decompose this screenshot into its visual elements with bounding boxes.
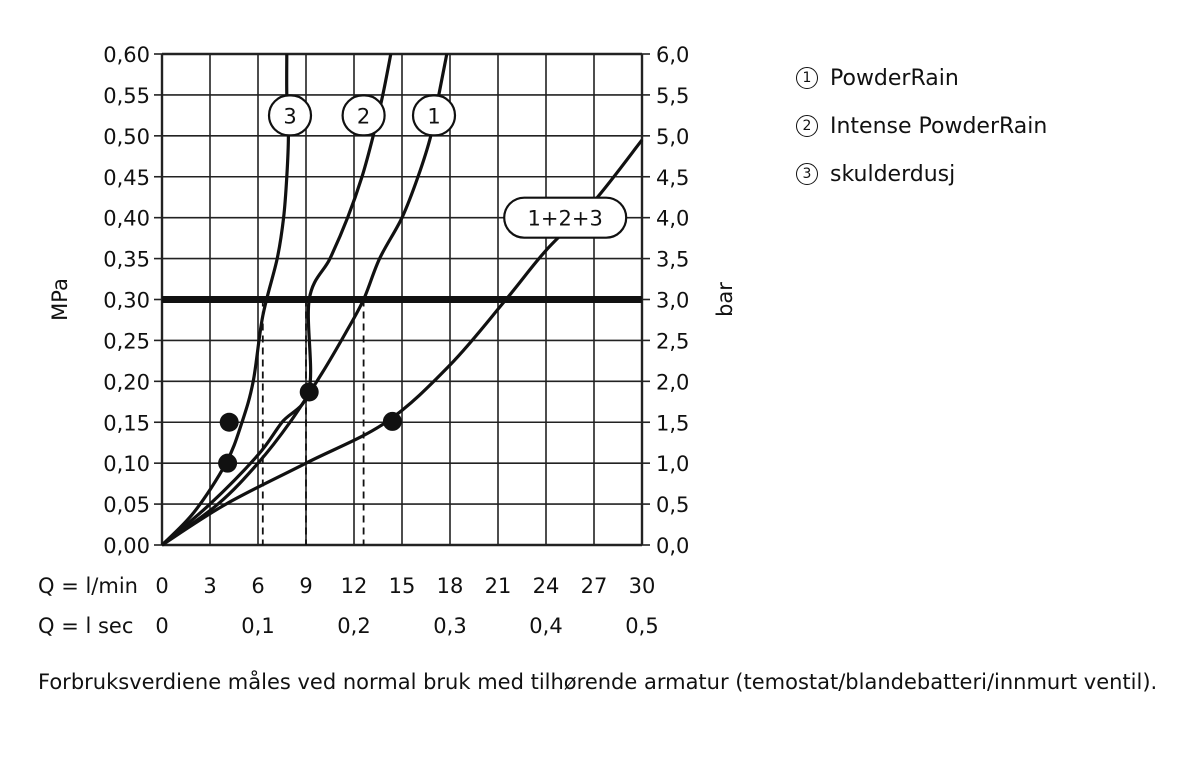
y-tick-label-right: 3,0	[656, 289, 689, 313]
y-tick-label-left: 0,35	[103, 248, 150, 272]
data-marker	[218, 453, 238, 473]
y-axis-label-right: bar	[713, 282, 737, 317]
y-tick-label-left: 0,50	[103, 125, 150, 149]
data-markers	[218, 382, 402, 473]
x-tick-label-lsec: 0	[155, 614, 168, 638]
x-tick-label-lmin: 30	[629, 574, 656, 598]
legend-item-3: 3 skulderdusj	[796, 150, 1047, 198]
y-tick-label-right: 2,0	[656, 370, 689, 394]
series-labels: 1 2 3 1+2+3	[267, 94, 628, 239]
series-label-1: 1	[427, 104, 440, 128]
footnote: Forbruksverdiene måles ved normal bruk m…	[38, 670, 1158, 694]
y-tick-label-left: 0,45	[103, 166, 150, 190]
x-tick-label-lmin: 0	[155, 574, 168, 598]
y-tick-label-left: 0,25	[103, 329, 150, 353]
series-label-bubble-1+2+3	[503, 196, 628, 239]
y-tick-label-left: 0,60	[103, 43, 150, 67]
legend-item-2: 2 Intense PowderRain	[796, 102, 1047, 150]
y-tick-label-right: 0,5	[656, 493, 689, 517]
y-tick-label-left: 0,10	[103, 452, 150, 476]
series-label-1+2+3: 1+2+3	[528, 207, 603, 231]
legend-label-2: Intense PowderRain	[830, 113, 1048, 139]
axis-labels: 0,000,050,100,150,200,250,300,350,400,45…	[38, 43, 737, 638]
series-label-bubble-1	[411, 94, 457, 137]
x-tick-label-lmin: 24	[533, 574, 560, 598]
x-tick-label-lmin: 3	[203, 574, 216, 598]
y-tick-label-left: 0,05	[103, 493, 150, 517]
x-tick-label-lsec: 0,4	[529, 614, 562, 638]
x-tick-label-lsec: 0,5	[625, 614, 658, 638]
y-axis-label-left: MPa	[48, 278, 72, 321]
y-tick-label-right: 6,0	[656, 43, 689, 67]
series-label-bubble-3	[267, 94, 313, 137]
x-tick-label-lmin: 9	[299, 574, 312, 598]
data-marker	[219, 412, 239, 432]
x-tick-label-lmin: 6	[251, 574, 264, 598]
x-tick-label-lmin: 27	[581, 574, 608, 598]
series-label-bubble-2	[341, 94, 386, 137]
x-tick-label-lsec: 0,3	[433, 614, 466, 638]
legend-number-1: 1	[796, 67, 818, 89]
y-tick-label-right: 5,0	[656, 125, 689, 149]
x-axis-label-lsec: Q = l sec	[38, 614, 133, 638]
y-tick-label-right: 0,0	[656, 534, 689, 558]
legend-number-2: 2	[796, 115, 818, 137]
legend: 1 PowderRain 2 Intense PowderRain 3 skul…	[796, 54, 1047, 198]
data-marker	[382, 411, 402, 431]
data-marker	[299, 382, 319, 402]
series-label-3: 3	[283, 104, 296, 128]
x-axis-label-lmin: Q = l/min	[38, 574, 138, 598]
y-tick-label-right: 5,5	[656, 84, 689, 108]
y-tick-label-left: 0,55	[103, 84, 150, 108]
x-tick-label-lsec: 0,1	[241, 614, 274, 638]
y-tick-label-left: 0,30	[103, 289, 150, 313]
legend-label-1: PowderRain	[830, 65, 959, 91]
y-tick-label-right: 1,5	[656, 411, 689, 435]
y-tick-label-right: 4,0	[656, 207, 689, 231]
y-tick-label-right: 2,5	[656, 329, 689, 353]
y-tick-label-right: 4,5	[656, 166, 689, 190]
legend-item-1: 1 PowderRain	[796, 54, 1047, 102]
y-tick-label-left: 0,00	[103, 534, 150, 558]
legend-label-3: skulderdusj	[830, 161, 956, 187]
x-tick-label-lmin: 15	[389, 574, 416, 598]
y-tick-label-left: 0,20	[103, 370, 150, 394]
x-tick-label-lmin: 21	[485, 574, 512, 598]
drop-lines	[261, 299, 365, 545]
x-tick-label-lsec: 0,2	[337, 614, 370, 638]
y-tick-label-right: 3,5	[656, 248, 689, 272]
y-tick-label-left: 0,15	[103, 411, 150, 435]
x-tick-label-lmin: 12	[341, 574, 368, 598]
y-tick-label-left: 0,40	[103, 207, 150, 231]
series-line-2	[160, 53, 393, 547]
legend-number-3: 3	[796, 163, 818, 185]
series-label-2: 2	[357, 104, 370, 128]
x-tick-label-lmin: 18	[437, 574, 464, 598]
y-tick-label-right: 1,0	[656, 452, 689, 476]
